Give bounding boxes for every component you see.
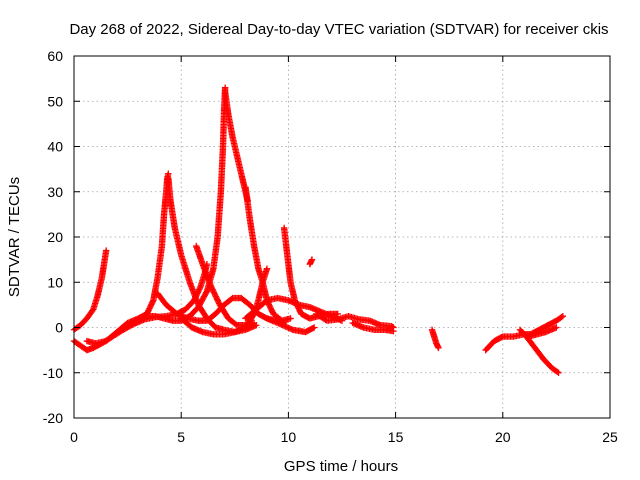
series-arc-4 bbox=[165, 174, 260, 336]
y-tick-label: 50 bbox=[47, 93, 63, 109]
data-point bbox=[276, 320, 284, 328]
data-point bbox=[435, 344, 442, 352]
data-point bbox=[211, 291, 219, 299]
data-point bbox=[280, 322, 288, 330]
data-point bbox=[278, 321, 285, 328]
data-point bbox=[213, 296, 221, 303]
data-point bbox=[279, 321, 286, 329]
series-arc-16 bbox=[349, 319, 397, 335]
data-point bbox=[212, 293, 220, 300]
data-point bbox=[263, 265, 271, 272]
data-point bbox=[213, 294, 220, 302]
data-point bbox=[287, 315, 294, 322]
data-point bbox=[286, 325, 294, 332]
y-axis-title: SDTVAR / TECUs bbox=[6, 177, 23, 297]
data-point bbox=[390, 327, 397, 335]
data-point bbox=[102, 247, 110, 254]
axis-ticks bbox=[73, 55, 611, 419]
data-point bbox=[208, 284, 216, 292]
series-arc-20 bbox=[525, 324, 560, 340]
x-tick-label: 15 bbox=[388, 429, 404, 445]
grid bbox=[74, 56, 610, 418]
series-arc-11 bbox=[154, 290, 288, 327]
chart-title: Day 268 of 2022, Sidereal Day-to-day VTE… bbox=[69, 21, 608, 38]
data-point bbox=[214, 297, 222, 304]
y-tick-label: -10 bbox=[43, 365, 63, 381]
data-point bbox=[282, 323, 289, 330]
data-point bbox=[89, 307, 96, 314]
series-arc-7 bbox=[193, 242, 258, 329]
y-tick-label: 40 bbox=[47, 139, 63, 155]
data-point bbox=[555, 369, 562, 376]
data-point bbox=[559, 312, 567, 320]
data-points bbox=[70, 84, 567, 376]
x-tick-labels: 0 5 10 15 20 25 bbox=[70, 429, 618, 445]
y-tick-label: 20 bbox=[47, 229, 63, 245]
data-point bbox=[288, 325, 295, 333]
y-tick-label: 60 bbox=[47, 48, 63, 64]
series-arc-5 bbox=[141, 84, 229, 324]
data-point bbox=[310, 324, 318, 331]
y-tick-label: 30 bbox=[47, 184, 63, 200]
data-point bbox=[308, 256, 316, 263]
data-point bbox=[209, 286, 216, 293]
y-tick-labels: -20 -10 0 10 20 30 40 50 60 bbox=[43, 48, 63, 426]
x-tick-label: 20 bbox=[495, 429, 511, 445]
x-tick-label: 25 bbox=[602, 429, 618, 445]
data-point bbox=[250, 319, 258, 327]
data-point bbox=[208, 283, 215, 290]
data-point bbox=[209, 287, 217, 295]
y-tick-label: 10 bbox=[47, 274, 63, 290]
data-point bbox=[553, 324, 560, 331]
data-point bbox=[215, 298, 222, 306]
data-point bbox=[285, 324, 292, 332]
y-tick-label: -20 bbox=[43, 410, 63, 426]
series-arc-19 bbox=[516, 326, 562, 376]
data-point bbox=[554, 368, 561, 376]
x-tick-label: 10 bbox=[281, 429, 297, 445]
data-point bbox=[210, 289, 218, 296]
x-tick-label: 0 bbox=[70, 429, 78, 445]
series-arc-12 bbox=[242, 294, 346, 324]
data-point bbox=[558, 313, 565, 321]
data-point bbox=[211, 290, 218, 297]
x-tick-label: 5 bbox=[177, 429, 185, 445]
series-arc-14 bbox=[306, 256, 316, 268]
series-arc-13 bbox=[263, 315, 318, 336]
data-point bbox=[283, 323, 291, 331]
y-tick-label: 0 bbox=[55, 320, 63, 336]
x-axis-title: GPS time / hours bbox=[284, 458, 398, 475]
series-arc-17 bbox=[428, 326, 442, 352]
data-point bbox=[203, 289, 210, 296]
series-arc-1 bbox=[70, 247, 110, 333]
